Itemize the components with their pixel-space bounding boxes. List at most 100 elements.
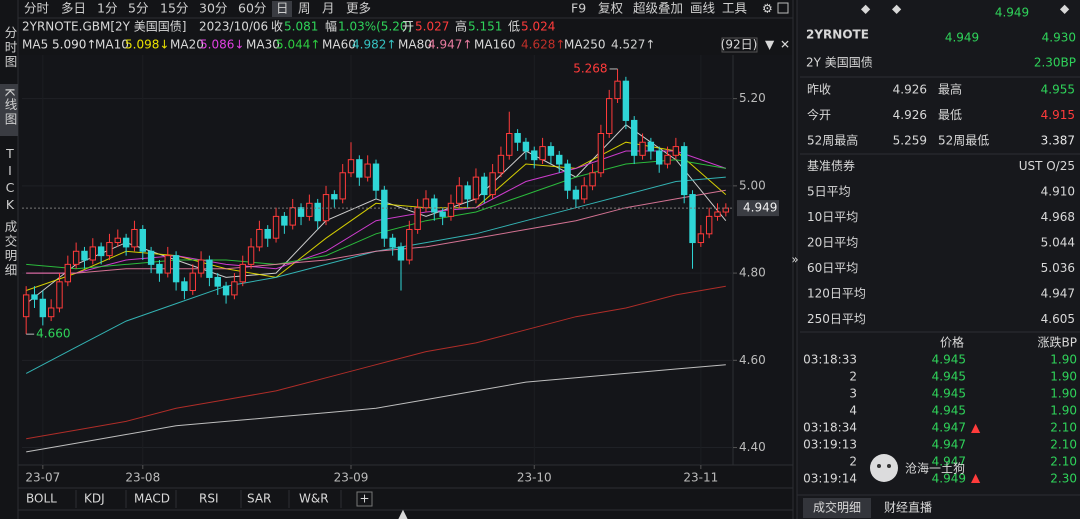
indicator-tab[interactable]: W&R xyxy=(299,492,329,506)
candle-body xyxy=(506,133,513,156)
left-tab[interactable]: 分时图 xyxy=(3,26,18,70)
add-indicator[interactable] xyxy=(356,491,373,507)
y-tick-label: 4.80 xyxy=(739,266,766,280)
price-tag xyxy=(737,200,779,217)
annotation: 4.660 xyxy=(36,327,70,341)
tool-button[interactable]: 复权 xyxy=(598,1,624,16)
legend-name: MA20 xyxy=(170,38,204,52)
instrument-name: 2YRNOTE.GBM[2Y 美国国债] xyxy=(22,20,186,34)
candle-body xyxy=(606,98,613,135)
symbol: 2YRNOTE xyxy=(806,28,869,42)
candle-body xyxy=(306,202,313,217)
ma-line xyxy=(26,159,726,270)
trade-bp: 2.10 xyxy=(1050,438,1077,452)
period-tab[interactable]: 60分 xyxy=(238,1,266,16)
instrument-cn: 2Y 美国国债 xyxy=(806,56,873,70)
panel-icon[interactable]: ◆ xyxy=(861,2,871,16)
range-box[interactable] xyxy=(721,37,758,53)
candle-body xyxy=(364,163,371,178)
period-tab[interactable]: 5分 xyxy=(128,1,148,16)
field-label: 收 xyxy=(271,20,283,34)
candle-body xyxy=(372,163,380,191)
up-arrow: ▲ xyxy=(971,471,981,485)
indicator-tab[interactable]: RSI xyxy=(199,492,219,506)
candle-body xyxy=(514,133,521,143)
range-icon[interactable]: ▼ xyxy=(765,38,775,52)
left-tab[interactable]: K线图 xyxy=(3,88,18,127)
candle-body xyxy=(214,276,221,287)
trade-time: 03:19:14 xyxy=(803,472,857,486)
indicator-tab[interactable]: KDJ xyxy=(84,492,105,506)
legend-value: 5.090↑ xyxy=(52,38,96,52)
tool-button[interactable]: 画线 xyxy=(690,1,716,16)
period-tab[interactable]: 多日 xyxy=(61,1,86,16)
stat-label: 250日平均 xyxy=(807,312,866,326)
period-tab[interactable]: 周 xyxy=(298,1,311,16)
watermark-icon xyxy=(870,454,898,482)
field-label: 低 xyxy=(508,20,520,34)
period-tab[interactable]: 1分 xyxy=(97,1,117,16)
stat-label: 5日平均 xyxy=(807,185,851,199)
candle-body xyxy=(572,189,580,200)
stat-label: 20日平均 xyxy=(807,236,858,250)
stat-value: 3.387 xyxy=(1041,134,1075,148)
panel-tab[interactable]: 财经直播 xyxy=(884,501,932,515)
candle-body xyxy=(347,159,355,174)
candle-body xyxy=(722,207,730,213)
trade-price: 4.945 xyxy=(932,387,966,401)
collapse-arrow[interactable]: » xyxy=(791,253,798,267)
period-tab[interactable]: 更多 xyxy=(346,1,371,16)
left-tab[interactable]: TICK xyxy=(3,146,18,214)
candle-body xyxy=(331,194,338,200)
candle-body xyxy=(581,185,588,200)
stat-label: 10日平均 xyxy=(807,210,858,224)
range-label[interactable]: (92日) xyxy=(721,38,758,52)
candle-body xyxy=(97,246,105,257)
tool-button[interactable]: F9 xyxy=(571,1,586,16)
candle-body xyxy=(381,189,388,239)
panel-icon[interactable]: ◆ xyxy=(1060,2,1070,16)
add-icon[interactable]: + xyxy=(359,492,369,506)
candle-body xyxy=(289,207,296,226)
legend-value: 5.086↓ xyxy=(200,38,244,52)
selected-tab-bg xyxy=(0,84,18,136)
period-tab[interactable]: 分时 xyxy=(24,1,50,16)
indicator-tab[interactable]: MACD xyxy=(134,492,170,506)
candle-body xyxy=(614,80,621,100)
candle-body xyxy=(147,250,155,265)
trade-price: 4.945 xyxy=(932,404,966,418)
tool-button[interactable]: 超级叠加 xyxy=(633,1,683,16)
panel-tab[interactable]: 成交明细 xyxy=(813,500,861,515)
period-tab[interactable]: 月 xyxy=(322,1,335,16)
expand-arrow[interactable]: ▲ xyxy=(398,507,408,519)
watermark-icon xyxy=(877,464,881,468)
panel-icon[interactable]: ◆ xyxy=(892,2,902,16)
trade-time: 2 xyxy=(849,370,857,384)
period-tab[interactable]: 15分 xyxy=(160,1,188,16)
candle-body xyxy=(197,259,205,274)
stat-value: 4.947 xyxy=(1041,287,1075,301)
indicator-tab[interactable]: SAR xyxy=(247,492,271,506)
candle-body xyxy=(314,202,321,222)
stat-label: 昨收 xyxy=(807,83,831,97)
indicator-tab[interactable]: BOLL xyxy=(26,492,57,506)
y-tick-label: 5.20 xyxy=(739,91,766,105)
period-tab[interactable]: 日 xyxy=(276,1,289,16)
candle-body xyxy=(272,215,280,239)
candle-body xyxy=(639,141,646,156)
column-header: 涨跌BP xyxy=(1038,335,1077,350)
tool-button[interactable]: 工具 xyxy=(722,1,748,16)
left-tab[interactable]: 成交明细 xyxy=(3,220,18,278)
period-tab[interactable]: 30分 xyxy=(199,1,227,16)
candle-body xyxy=(31,294,38,300)
legend-name: MA80 xyxy=(398,38,432,52)
settings-icon[interactable]: ⚙ xyxy=(762,2,773,16)
change-bp: 2.30BP xyxy=(1034,56,1076,70)
candle-body xyxy=(206,259,213,278)
candle-body xyxy=(472,176,480,200)
trade-time: 3 xyxy=(849,387,857,401)
window-icon[interactable] xyxy=(777,2,789,14)
y-tick-label: 4.40 xyxy=(739,440,766,454)
legend-name: MA160 xyxy=(474,38,515,52)
close-icon[interactable]: ✕ xyxy=(780,38,790,52)
